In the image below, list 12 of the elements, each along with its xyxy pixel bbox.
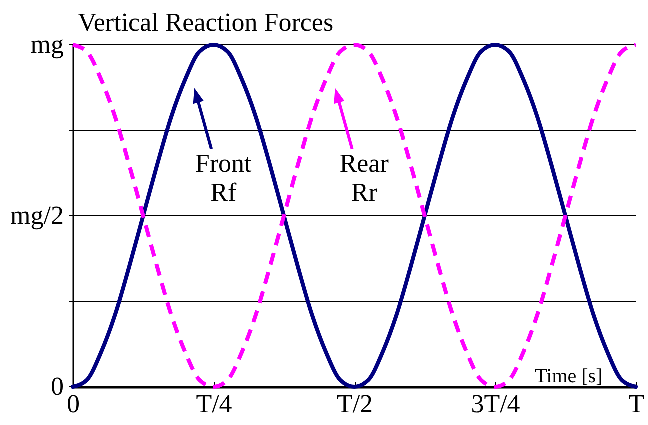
- x-tick-label: T/4: [196, 390, 232, 418]
- legend-label: Front Rf: [195, 149, 253, 208]
- x-tick-label: 3T/4: [471, 390, 520, 418]
- x-tick-label: 0: [67, 390, 80, 418]
- ref-line-label: mg: [30, 30, 64, 59]
- x-tick-label: T: [628, 390, 645, 418]
- chart-title: Vertical Reaction Forces: [78, 8, 334, 37]
- x-axis-title: Time [s]: [535, 366, 603, 388]
- legend-label: Rear Rr: [340, 149, 390, 208]
- x-tick-label: T/2: [336, 390, 374, 418]
- ref-line-label: 0: [51, 372, 64, 401]
- ref-line-label: mg/2: [10, 201, 64, 230]
